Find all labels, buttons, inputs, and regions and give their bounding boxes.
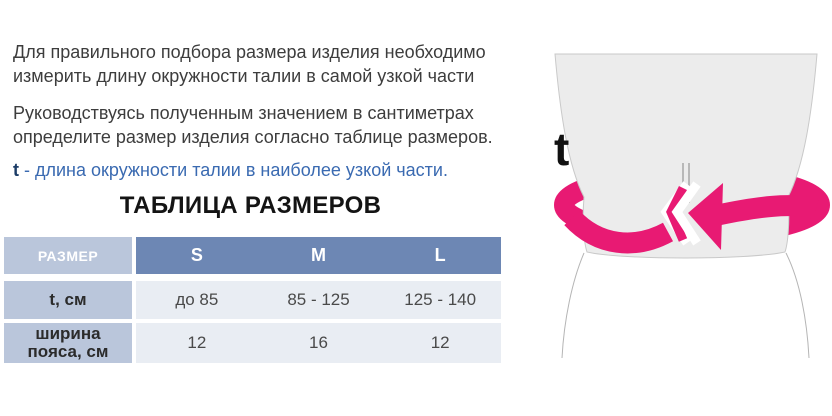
instructions-block: Для правильного подбора размера изделия … [13,40,523,181]
belt-front-band-right [715,195,819,226]
size-table-title: ТАБЛИЦА РАЗМЕРОВ [119,192,382,219]
waist-value-m: 85 - 125 [287,290,350,309]
belt-width-value-l: 12 [430,333,450,352]
belt-width-value-m: 16 [309,333,328,352]
measurement-note: t - длина окружности талии в наиболее уз… [13,159,523,181]
belt-width-value-s: 12 [187,333,207,352]
hips-outline-left [561,252,585,359]
size-table-header-row: РАЗМЕР S M L [4,237,501,274]
row-label-waist: t, см [4,281,132,319]
belt-gap-2 [671,181,701,246]
table-row-belt-width: ширина пояса, см 12 16 12 [4,323,501,363]
belt-front-band-left [564,210,674,254]
measurement-term: t [13,160,19,180]
waist-value-l: 125 - 140 [404,290,477,309]
row-label-belt-width: ширина пояса, см [4,323,132,363]
torso-illustration: t [520,0,832,416]
table-row-waist: t, см до 85 85 - 125 125 - 140 [4,281,501,319]
belt-chevron-fragment [666,185,688,242]
size-column-l: L [434,245,446,265]
size-table-header-cells: S M L [136,237,501,274]
hips-outline-right [785,252,810,359]
waist-value-s: до 85 [175,290,219,309]
measurement-note-text: - длина окружности талии в наиболее узко… [19,160,448,180]
size-table-header-label: РАЗМЕР [4,237,132,274]
torso-belt-figure [554,53,830,359]
row-values-belt-width: 12 16 12 [136,323,501,363]
size-table: РАЗМЕР S M L t, см до 85 85 - 125 125 - … [4,237,501,367]
size-column-m: M [311,245,326,265]
row-values-waist: до 85 85 - 125 125 - 140 [136,281,501,319]
instruction-paragraph-1: Для правильного подбора размера изделия … [13,42,486,86]
size-column-s: S [190,245,203,265]
instruction-paragraph-2: Руководствуясь полученным значением в са… [13,103,493,147]
belt-arrowhead-icon [688,183,723,250]
waist-measure-marker: t [554,123,570,175]
